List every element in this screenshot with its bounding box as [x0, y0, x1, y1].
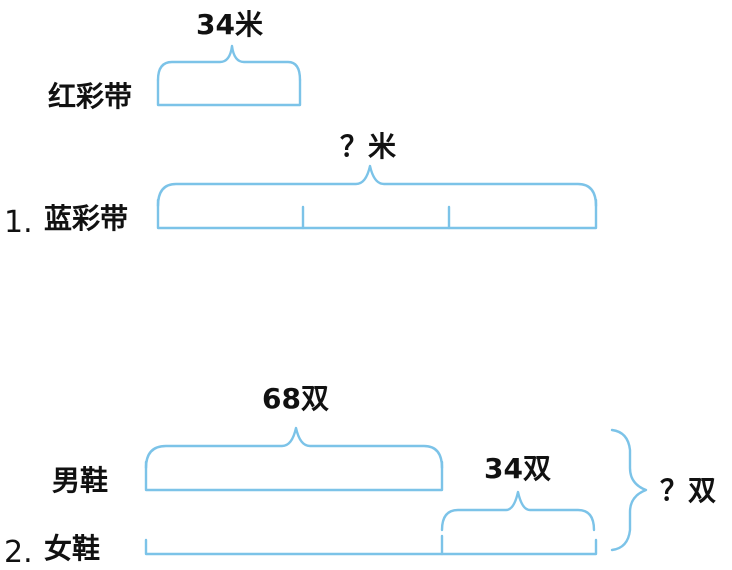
red-ribbon-label: 红彩带	[48, 80, 132, 113]
total-brace	[610, 428, 648, 552]
red-ribbon-brace	[156, 44, 302, 82]
problem-2: 68双 男鞋 2. 女鞋 34双 ？双	[4, 382, 716, 570]
blue-ribbon-label: 蓝彩带	[44, 202, 128, 235]
blue-ribbon-brace	[156, 164, 598, 208]
problem-1: 红彩带 34米 1. 蓝彩带 ？米	[4, 8, 598, 240]
men-shoes-brace	[144, 426, 444, 470]
women-shoes-label: 女鞋	[44, 532, 100, 565]
problem-1-number: 1.	[4, 205, 33, 240]
red-ribbon-length: 34米	[196, 8, 263, 41]
women-extra-count: 34双	[484, 452, 551, 485]
women-shoes-bar	[144, 538, 598, 556]
men-shoes-label: 男鞋	[52, 464, 108, 497]
women-extra-brace	[440, 490, 596, 532]
blue-ribbon-bar	[156, 198, 598, 230]
men-shoes-count: 68双	[262, 382, 329, 415]
men-shoes-bar	[144, 460, 444, 492]
total-count: ？双	[660, 474, 716, 507]
problem-2-number: 2.	[4, 535, 33, 570]
blue-ribbon-length: ？米	[340, 130, 396, 163]
red-ribbon-bar	[156, 78, 302, 107]
